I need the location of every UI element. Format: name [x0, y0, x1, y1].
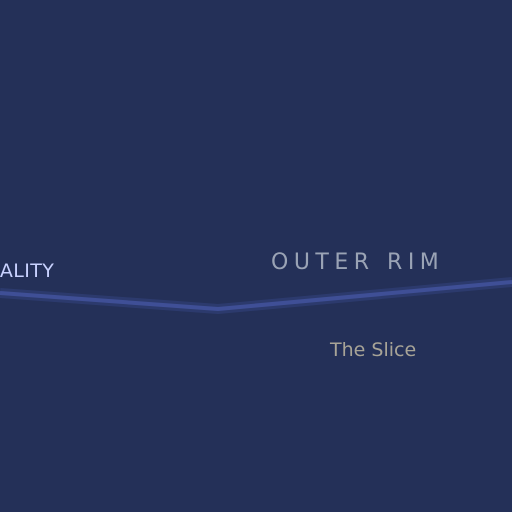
place-label-the-slice: The Slice — [330, 339, 417, 361]
region-label-outer-rim: OUTER RIM — [271, 250, 445, 275]
border-route-line — [0, 280, 512, 311]
region-label-left: RALITY — [0, 260, 55, 282]
